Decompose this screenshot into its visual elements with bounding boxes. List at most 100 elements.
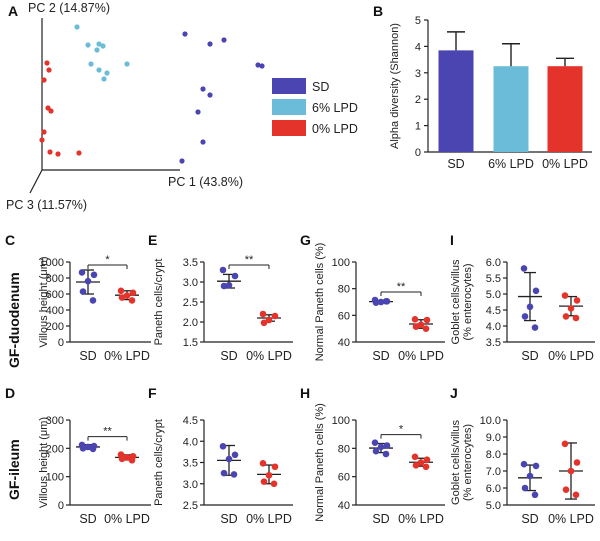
i-point-2-4 bbox=[562, 313, 570, 320]
j-category-label-1: SD bbox=[521, 512, 538, 526]
c-point-1-4 bbox=[79, 288, 87, 295]
f-ytick-label: 3.5 bbox=[183, 458, 198, 470]
f-point-1-3 bbox=[225, 455, 233, 463]
h-point-1-1 bbox=[371, 439, 379, 446]
legend-label-sd: SD bbox=[312, 80, 329, 94]
e-ytick-label: 1.5 bbox=[183, 337, 198, 349]
pca-point-sd-4 bbox=[255, 62, 261, 68]
pca-point-6lpd-2 bbox=[85, 42, 91, 48]
c-point-1-5 bbox=[89, 297, 97, 304]
c-point-2-1 bbox=[117, 287, 125, 295]
j-ytick-label: 5.0 bbox=[486, 500, 501, 512]
pca-point-6lpd-6 bbox=[88, 61, 94, 67]
legend-swatch-0lpd bbox=[272, 120, 306, 136]
g-point-2-2 bbox=[423, 316, 431, 324]
e-point-2-4 bbox=[260, 319, 268, 327]
g-category-label-2: 0% LPD bbox=[398, 349, 444, 363]
j-point-2-2 bbox=[573, 459, 581, 466]
i-point-1-5 bbox=[531, 324, 539, 331]
j-point-1-5 bbox=[531, 491, 539, 499]
f-point-2-1 bbox=[259, 460, 267, 467]
panel-label-f: F bbox=[148, 385, 157, 401]
e-point-2-1 bbox=[259, 310, 267, 318]
f-point-1-5 bbox=[230, 471, 238, 478]
pca-point-sd-9 bbox=[200, 139, 206, 145]
i-category-label-1: SD bbox=[521, 349, 538, 363]
c-sig-label: * bbox=[105, 254, 110, 266]
c-ytick-label: 400 bbox=[46, 305, 64, 317]
panel-label-a: A bbox=[8, 3, 18, 19]
b-ytick-label: 5 bbox=[415, 15, 421, 27]
pca-point-6lpd-3 bbox=[94, 47, 100, 53]
c-point-2-4 bbox=[118, 294, 126, 301]
h-point-2-5 bbox=[422, 463, 430, 471]
f-point-2-2 bbox=[271, 463, 279, 471]
g-point-2-3 bbox=[417, 321, 425, 328]
i-ytick-label: 6.0 bbox=[486, 257, 501, 269]
pca-point-sd-8 bbox=[195, 109, 201, 115]
panel-label-j: J bbox=[450, 385, 458, 401]
pca-point-6lpd-7 bbox=[96, 67, 102, 73]
f-point-1-4 bbox=[220, 469, 228, 477]
pc3-axis-line bbox=[29, 169, 43, 194]
c-ytick-label: 600 bbox=[46, 289, 64, 301]
e-point-2-2 bbox=[271, 312, 279, 320]
i-point-2-3 bbox=[567, 305, 575, 312]
d-point-1-5 bbox=[89, 445, 97, 453]
d-ytick-label: 0 bbox=[58, 500, 64, 512]
pca-point-0lpd-6 bbox=[41, 129, 47, 135]
h-point-1-5 bbox=[382, 450, 390, 458]
f-ytick-label: 4.0 bbox=[183, 436, 198, 448]
j-ytick-label: 10.0 bbox=[480, 415, 501, 427]
g-ytick-label: 60 bbox=[338, 310, 350, 322]
c-point-2-3 bbox=[123, 292, 131, 299]
pca-point-0lpd-3 bbox=[41, 77, 47, 83]
h-sig-label: * bbox=[399, 424, 404, 436]
j-category-label-2: 0% LPD bbox=[548, 512, 594, 526]
g-ytick-label: 40 bbox=[338, 337, 350, 349]
e-point-1-4 bbox=[220, 282, 228, 290]
legend-swatch-sd bbox=[272, 78, 306, 94]
h-category-label-2: 0% LPD bbox=[398, 512, 444, 526]
pca-point-0lpd-1 bbox=[44, 60, 50, 66]
i-point-2-5 bbox=[572, 314, 580, 322]
pca-point-sd-3 bbox=[221, 37, 227, 43]
panel-e: 1.5 2.0 2.5 3.0 3.5 Paneth cells/crypt SD 0% LP… bbox=[153, 254, 293, 363]
panel-h: 40 60 80 100 Normal Paneth cells (%) SD 0% LPD… bbox=[314, 403, 445, 526]
d-ytick-label: 300 bbox=[46, 415, 64, 427]
j-point-2-1 bbox=[561, 440, 569, 448]
i-point-1-3 bbox=[526, 303, 534, 311]
d-category-label-1: SD bbox=[79, 512, 96, 526]
g-point-1-4 bbox=[372, 299, 380, 306]
c-point-1-1 bbox=[78, 269, 86, 276]
c-point-2-2 bbox=[129, 289, 137, 297]
panel-g: 40 60 80 100 Normal Paneth cells (%) SD 0% LPD… bbox=[314, 243, 445, 363]
c-ytick-label: 1000 bbox=[40, 257, 64, 269]
i-ytick-label: 5.0 bbox=[486, 289, 501, 301]
i-ytick-label: 3.5 bbox=[486, 337, 501, 349]
pca-point-0lpd-2 bbox=[46, 67, 52, 73]
d-point-1-3 bbox=[84, 443, 92, 451]
pca-legend: SD 6% LPD 0% LPD bbox=[272, 78, 358, 136]
g-point-2-1 bbox=[411, 316, 419, 323]
h-ytick-label: 100 bbox=[332, 415, 350, 427]
f-point-2-3 bbox=[265, 471, 273, 479]
c-category-label-2: 0% LPD bbox=[104, 349, 150, 363]
j-point-2-3 bbox=[567, 467, 575, 475]
pca-panel: A PC 2 (14.87%) PC 1 (43.8%) PC 3 (11.57… bbox=[6, 1, 358, 212]
pc2-axis-label: PC 2 (14.87%) bbox=[28, 1, 110, 15]
panel-label-h: H bbox=[300, 385, 310, 401]
pca-point-0lpd-10 bbox=[76, 150, 82, 156]
legend-swatch-6lpd bbox=[272, 99, 306, 115]
e-point-1-2 bbox=[231, 272, 239, 280]
c-ytick-label: 200 bbox=[46, 321, 64, 333]
j-ytick-label: 8.0 bbox=[486, 449, 501, 461]
pca-point-sd-10 bbox=[179, 158, 185, 164]
e-category-label-2: 0% LPD bbox=[246, 349, 292, 363]
f-ytick-label: 3.0 bbox=[183, 479, 198, 491]
j-y-axis-label: Goblet cells/villus(% enterocytes) bbox=[450, 420, 474, 505]
d-point-2-3 bbox=[123, 454, 131, 461]
